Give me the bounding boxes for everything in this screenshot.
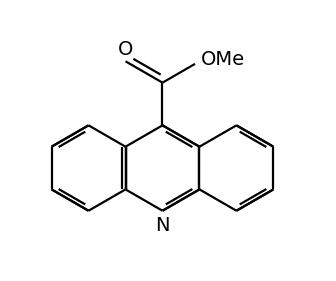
Text: O: O xyxy=(118,40,133,59)
Text: N: N xyxy=(155,216,170,235)
Text: OMe: OMe xyxy=(201,50,245,69)
